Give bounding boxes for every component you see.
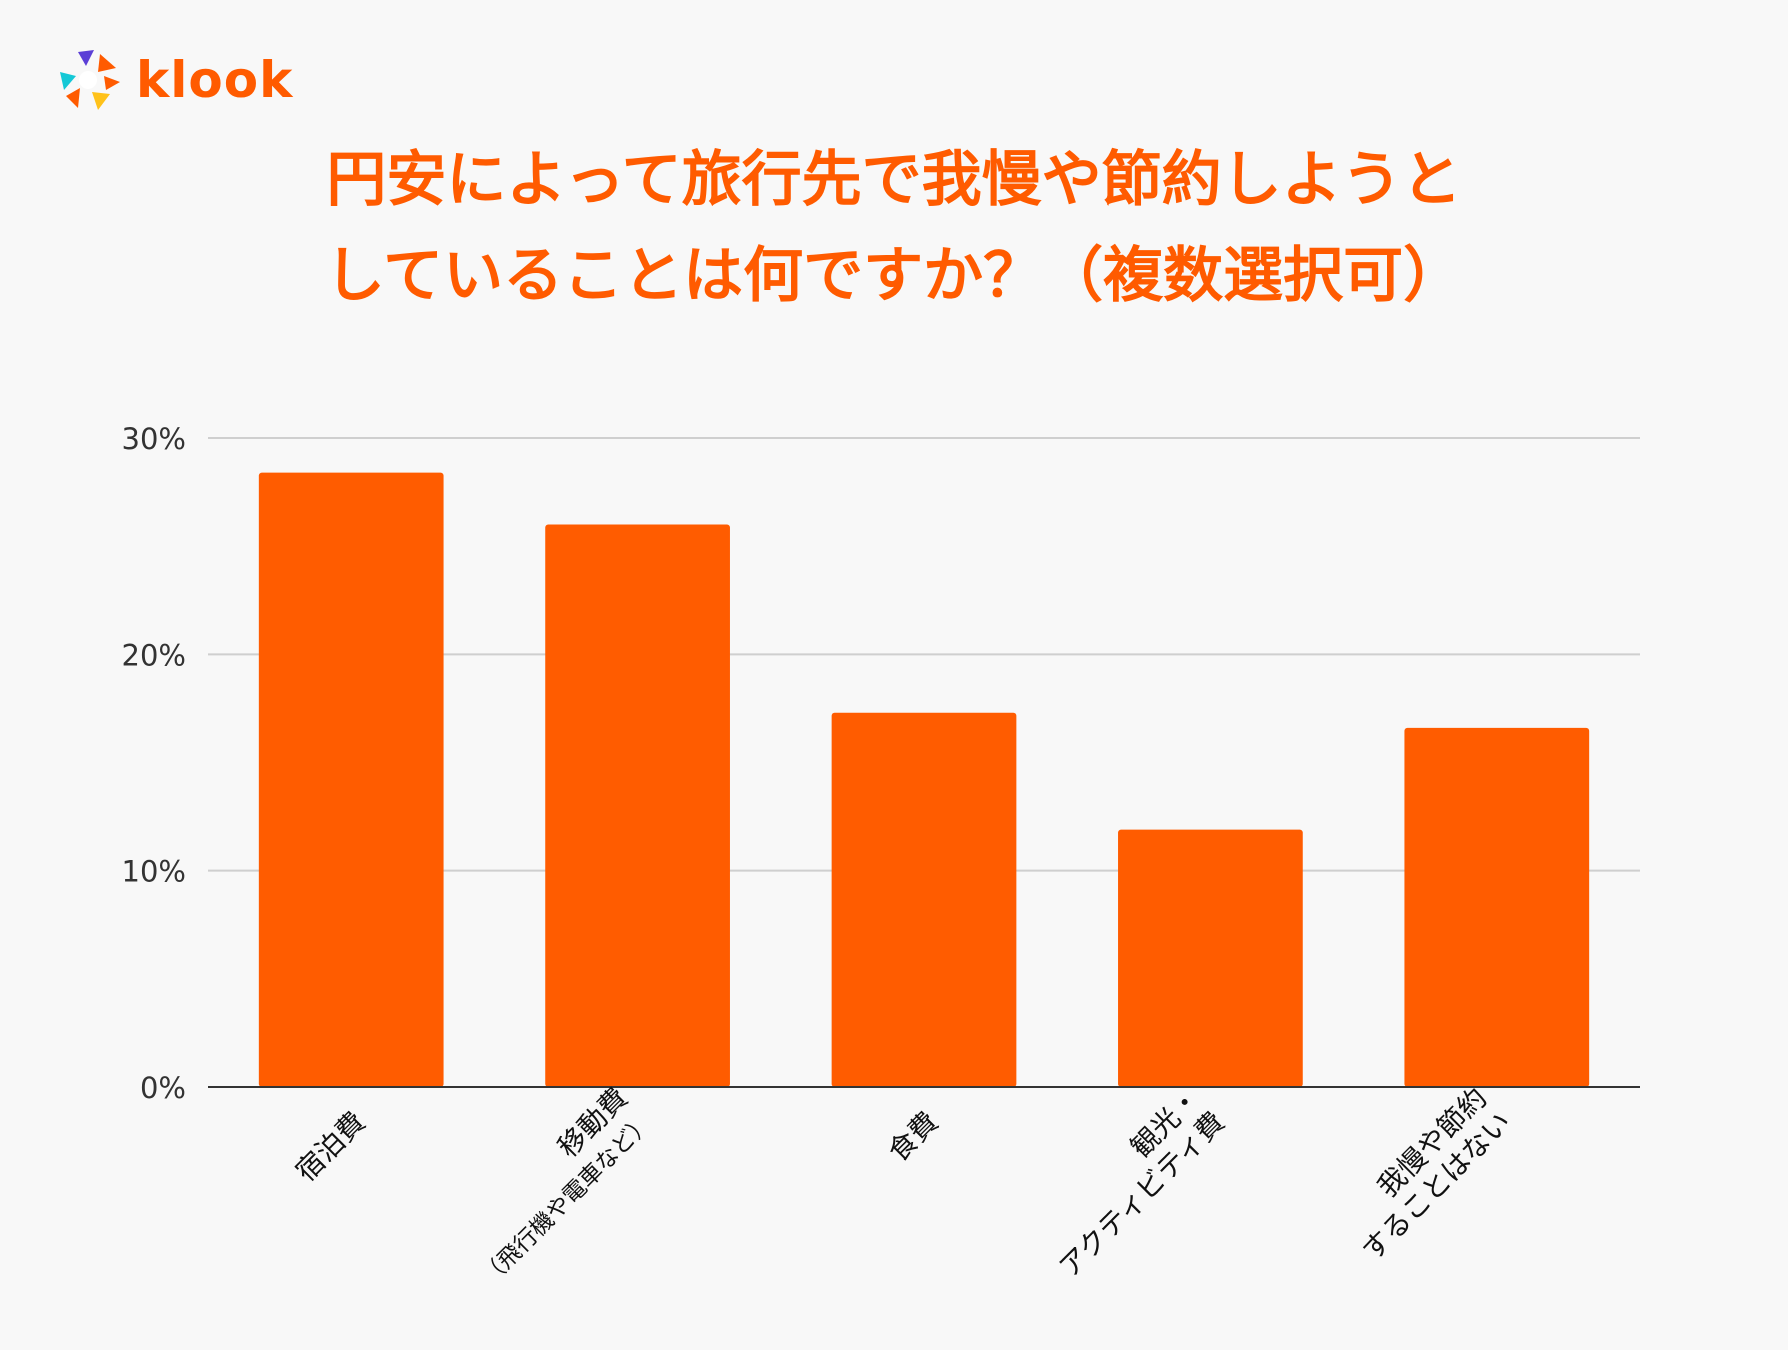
y-tick-label: 20% [122, 638, 186, 672]
chart-title-line-2: していることは何ですか？（複数選択可） [324, 241, 1464, 311]
chart-title: 円安によって旅行先で我慢や節約しようと していることは何ですか？（複数選択可） [0, 132, 1788, 324]
x-tick-label: 移動費（飛行機や電車など） [476, 1081, 657, 1290]
klook-logo-icon [60, 50, 120, 110]
bar [545, 524, 730, 1087]
x-tick-label: 観光・アクティビティ費 [1053, 1081, 1231, 1283]
bar [258, 472, 444, 1087]
x-tick-label-line: 宿泊費 [289, 1105, 372, 1188]
x-tick-label: 宿泊費 [289, 1105, 372, 1188]
bar [831, 712, 1017, 1087]
y-tick-label: 10% [122, 855, 186, 889]
chart-title-line-1: 円安によって旅行先で我慢や節約しようと [326, 145, 1462, 215]
y-tick-label: 0% [140, 1071, 186, 1105]
bar [1404, 727, 1590, 1087]
klook-logo: klook [54, 46, 293, 114]
bar [1118, 829, 1303, 1087]
klook-wordmark: klook [136, 51, 294, 109]
x-tick-label: 食費 [882, 1105, 945, 1168]
y-tick-label: 30% [122, 422, 186, 456]
x-tick-label-line: 食費 [882, 1105, 945, 1168]
